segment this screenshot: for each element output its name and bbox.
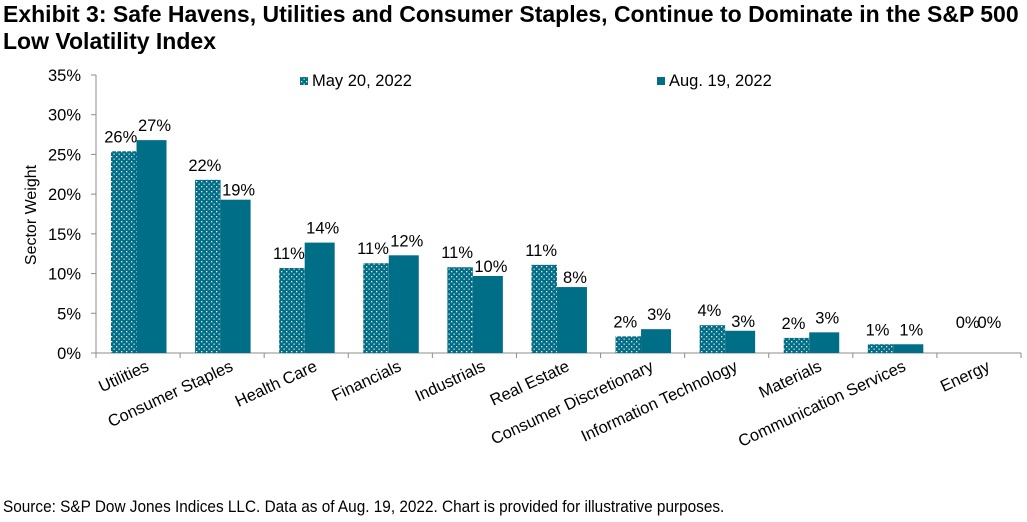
x-tick-label: Consumer Discretionary [488,357,657,448]
data-label-may-2022: 0% [956,314,980,332]
data-label-may-2022: 1% [866,321,890,339]
bar-aug-2022 [556,287,587,353]
data-label-aug-2022: 0% [977,314,1001,332]
legend-label: May 20, 2022 [312,72,412,90]
bar-aug-2022 [641,329,672,353]
y-tick-label: 0% [57,345,81,363]
data-label-aug-2022: 10% [474,258,507,276]
bar-may-2022 [363,263,389,353]
legend: May 20, 2022 Aug. 19, 2022 [300,72,772,90]
bar-aug-2022 [304,242,335,353]
data-label-aug-2022: 12% [390,232,423,250]
data-label-may-2022: 26% [104,128,137,146]
y-tick-label: 30% [48,107,81,125]
y-tick-label: 20% [48,186,81,204]
x-tick-label: Health Care [233,357,320,411]
bar-may-2022 [447,267,473,353]
y-tick-label: 15% [48,226,81,244]
bar-aug-2022 [725,330,756,353]
bar-chart: 0%5%10%15%20%25%30%35% UtilitiesConsumer… [23,67,1022,451]
data-label-aug-2022: 8% [563,269,587,287]
bar-may-2022 [699,325,726,353]
data-label-may-2022: 22% [188,157,221,175]
x-tick-label: Energy [938,357,994,396]
bar-aug-2022 [136,140,167,353]
data-label-aug-2022: 3% [647,306,671,324]
data-label-may-2022: 11% [273,245,305,263]
data-label-aug-2022: 14% [306,220,339,238]
bar-may-2022 [195,179,221,353]
x-tick-label: Financials [329,357,404,405]
y-tick-label: 5% [57,305,81,323]
chart-title: Exhibit 3: Safe Havens, Utilities and Co… [3,1,1019,54]
bar-aug-2022 [472,275,503,353]
legend-marker [300,77,308,85]
bar-may-2022 [783,337,810,353]
legend-label: Aug. 19, 2022 [669,72,772,90]
data-label-may-2022: 11% [441,244,473,262]
y-axis: 0% 5% 10% 15% 20% 25% 30% 35% [48,67,97,363]
source-note: Source: S&P Dow Jones Indices LLC. Data … [3,498,725,516]
bar-may-2022 [111,151,137,353]
x-tick-label: Industrials [412,357,488,405]
data-label-aug-2022: 19% [222,182,255,200]
data-label-may-2022: 2% [613,313,637,331]
bar-aug-2022 [809,332,840,353]
data-labels: 26% 22% 11% 11% 11% 11% 2% 4% 2% 1% 0% 27% 19% 14% 12%… [104,117,1001,339]
bar-may-2022 [531,264,557,353]
legend-marker [657,77,665,85]
data-label-aug-2022: 3% [731,313,755,331]
x-tick-label: Information Technology [578,357,741,446]
data-label-may-2022: 4% [697,302,721,320]
bar-may-2022 [867,344,894,353]
data-label-aug-2022: 27% [138,117,171,135]
bars [111,140,924,353]
data-label-may-2022: 2% [782,315,806,333]
y-tick-label: 35% [48,67,81,85]
bar-aug-2022 [220,199,251,353]
data-label-may-2022: 11% [357,240,389,258]
bar-aug-2022 [893,344,924,353]
y-axis-label: Sector Weight [23,164,40,265]
data-label-aug-2022: 3% [815,309,839,327]
x-tick-label: Materials [756,357,824,402]
y-tick-label: 25% [48,146,81,164]
bar-may-2022 [279,268,305,353]
y-tick-label: 10% [48,266,81,284]
data-label-may-2022: 11% [525,242,557,260]
x-tick-label: Utilities [96,357,152,396]
data-label-aug-2022: 1% [899,321,923,339]
bar-aug-2022 [388,255,419,353]
bar-may-2022 [615,336,642,353]
